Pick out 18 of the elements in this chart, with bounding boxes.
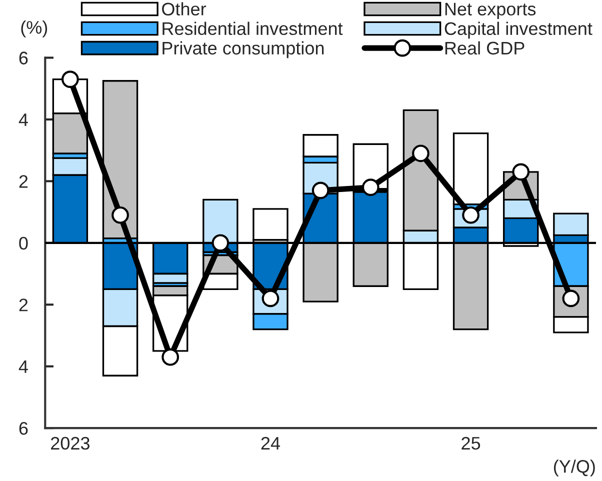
- y-tick-label: 6: [19, 422, 28, 435]
- y-tick-label: 0: [19, 236, 28, 250]
- x-tick-label: 25: [462, 436, 480, 450]
- legend-label: Other: [162, 2, 206, 16]
- x-axis-title: (Y/Q): [554, 460, 595, 476]
- legend-label: Real GDP: [445, 41, 524, 55]
- legend-label: Capital investment: [444, 22, 592, 39]
- y-tick-label: 2: [19, 298, 28, 312]
- y-tick-label: 6: [19, 52, 28, 64]
- y-tick-label: 4: [18, 360, 28, 373]
- legend-label: Net exports: [445, 2, 536, 20]
- x-tick-label: 2023: [51, 436, 90, 450]
- legend-label: Private consumption: [162, 41, 324, 58]
- y-tick-label: 4: [18, 114, 28, 126]
- x-tick-label: 24: [261, 436, 280, 450]
- y-tick-label: 2: [19, 175, 28, 188]
- legend-label: Residential investment: [162, 22, 343, 36]
- y-axis-title: (%): [21, 20, 48, 38]
